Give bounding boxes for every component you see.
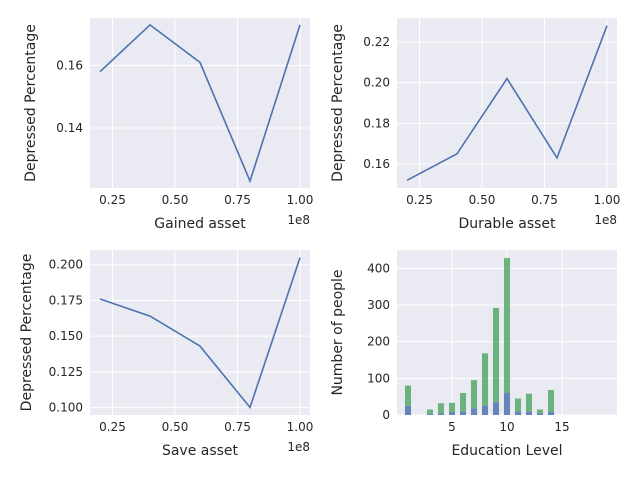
plot-background: [90, 18, 310, 188]
y-tick-label: 0.22: [363, 35, 390, 49]
bar-series2: [426, 409, 434, 414]
x-tick-label: 0.50: [162, 193, 189, 207]
x-tick-label: 0.75: [224, 420, 251, 434]
bar-series1: [481, 405, 489, 415]
x-tick-label: 5: [448, 420, 456, 434]
x-offset-label: 1e8: [287, 213, 310, 227]
series-line: [99, 257, 301, 410]
y-axis-label: Depressed Percentage: [23, 24, 39, 182]
y-tick-label: 0.20: [363, 76, 390, 90]
bar-series2: [481, 353, 489, 406]
bar-series1: [503, 393, 511, 415]
bar-series2: [404, 385, 412, 406]
x-axis-label: Durable asset: [458, 216, 556, 232]
bar-series2: [514, 398, 522, 412]
y-axis-label: Number of people: [330, 269, 346, 395]
y-tick-label: 100: [367, 371, 390, 385]
y-axis-label: Depressed Percentage: [19, 254, 35, 412]
x-axis-label: Save asset: [162, 443, 239, 459]
x-tick-label: 0.25: [99, 193, 126, 207]
bar-series1: [514, 411, 522, 415]
y-tick-label: 0: [382, 408, 390, 422]
y-tick-label: 0.125: [49, 365, 83, 379]
x-tick-label: 15: [554, 420, 569, 434]
x-offset-label: 1e8: [594, 213, 617, 227]
y-tick-label: 200: [367, 335, 390, 349]
bar-series2: [492, 307, 500, 403]
plot-background: [90, 250, 310, 415]
y-axis-label: Depressed Percentage: [330, 24, 346, 182]
plot-background: [397, 18, 617, 188]
y-tick-label: 0.18: [363, 116, 390, 130]
x-tick-label: 0.25: [406, 193, 433, 207]
bar-series1: [448, 412, 456, 415]
bar-series1: [437, 413, 445, 415]
bar-series2: [525, 393, 533, 412]
bar-series2: [459, 393, 467, 412]
bar-series1: [525, 411, 533, 415]
y-tick-label: 0.200: [49, 258, 83, 272]
bar-series1: [547, 412, 555, 415]
x-tick-label: 1.00: [594, 193, 621, 207]
y-tick-label: 0.100: [49, 400, 83, 414]
bar-series2: [437, 403, 445, 414]
y-tick-label: 300: [367, 298, 390, 312]
x-tick-label: 0.25: [99, 420, 126, 434]
chart-panel-gained-asset: 0.25 0.50 0.75 1.00 0.14 0.16 Gained asset Depr…: [23, 18, 313, 232]
chart-panel-education-level: 5 10 15 0 100 200 300 400 Education Level Number …: [330, 250, 617, 459]
bar-series1: [426, 413, 434, 415]
x-axis-label: Gained asset: [154, 216, 246, 232]
x-tick-label: 0.75: [531, 193, 558, 207]
y-tick-label: 0.175: [49, 293, 83, 307]
x-offset-label: 1e8: [287, 440, 310, 454]
series-line: [99, 23, 301, 184]
bar-series2: [503, 258, 511, 393]
x-tick-label: 0.50: [469, 193, 496, 207]
bar-series2: [470, 380, 478, 409]
x-tick-label: 0.50: [162, 420, 189, 434]
bar-series2: [448, 402, 456, 413]
bar-series1: [404, 405, 412, 415]
bar-series1: [459, 411, 467, 415]
bar-series2: [547, 390, 555, 413]
x-tick-label: 1.00: [287, 193, 314, 207]
y-tick-label: 400: [367, 261, 390, 275]
x-tick-label: 0.75: [224, 193, 251, 207]
x-axis-label: Education Level: [451, 443, 562, 459]
bar-series1: [536, 413, 544, 415]
bar-series1: [470, 408, 478, 415]
x-tick-label: 1.00: [287, 420, 314, 434]
y-tick-label: 0.14: [56, 121, 83, 135]
y-tick-label: 0.150: [49, 329, 83, 343]
bar-series1: [492, 402, 500, 415]
y-tick-label: 0.16: [56, 59, 83, 73]
bar-series2: [536, 409, 544, 414]
chart-panel-durable-asset: 0.25 0.50 0.75 1.00 0.16 0.18 0.20 0.22 Durable …: [330, 18, 620, 232]
x-tick-label: 10: [499, 420, 514, 434]
chart-panel-save-asset: 0.25 0.50 0.75 1.00 0.100 0.125 0.150 0.175 0.20…: [19, 250, 313, 459]
y-tick-label: 0.16: [363, 157, 390, 171]
